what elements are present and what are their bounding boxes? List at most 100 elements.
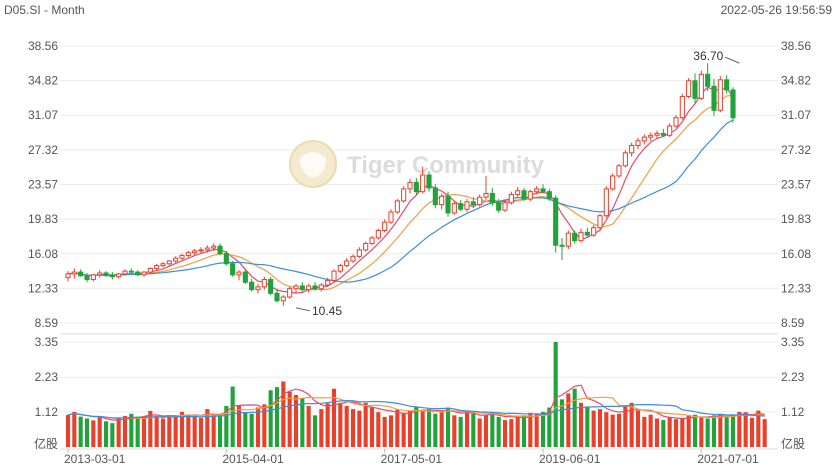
candle-body [679,95,685,119]
candle-body [160,263,166,267]
volume-bar [300,398,305,447]
candle-body [692,80,698,99]
candle-body [477,196,483,206]
candle-body [261,278,267,288]
candle-body [559,244,565,247]
volume-bar [515,417,520,447]
candle-body [489,193,495,204]
volume-bar [78,416,83,447]
candle-body [483,193,489,198]
ma10-line [67,94,734,291]
candle-body [641,136,647,142]
volume-bar [483,414,489,447]
volume-bar [363,402,368,447]
candle-body [648,134,654,138]
candle-body [635,140,641,146]
volume-bar [369,407,375,447]
volume-bar [756,410,761,447]
candle-body [204,247,210,251]
volume-bar [414,406,419,447]
annotation-leader [295,307,311,312]
candle-body [122,270,128,275]
volume-tick-label-left: 1.12 [35,405,59,419]
volume-bar [395,409,400,447]
y-tick-label-left: 38.56 [28,39,58,53]
volume-bar [724,416,729,447]
candle-body [420,174,426,193]
candle-body [660,132,666,136]
candle-body [293,285,299,290]
y-tick-label-right: 27.32 [781,143,811,157]
annotation-high-label: 36.70 [693,49,723,63]
candle-body [318,284,324,290]
candle-body [464,201,470,210]
volume-bar [420,411,425,447]
grid [60,45,778,450]
candle-body [217,245,223,255]
volume-bar [762,419,767,447]
candle-body [185,252,191,256]
candle-body [236,271,242,276]
candle-body [654,132,660,136]
volume-bar [730,414,736,447]
candle-body [426,174,432,189]
candle-body [223,253,229,265]
y-tick-label-right: 8.59 [781,316,805,330]
volume-bar [129,413,134,447]
candle-body [154,265,160,269]
symbol-label: D05.SI - Month [4,3,85,17]
volume-bar [559,399,565,447]
candles [65,63,736,306]
candle-body [97,272,103,276]
volume-bar [509,419,514,447]
x-axis-ticks: 2013-03-01 2015-04-01 2017-05-01 2019-06-01… [64,449,759,466]
candle-body [401,188,407,202]
candle-body [280,296,286,302]
candle-body [572,232,578,242]
volume-bar [623,406,628,447]
y-tick-label-right: 38.56 [781,39,811,53]
candle-body [565,232,571,247]
watermark: Tiger Community [289,140,545,188]
candle-body [230,263,236,276]
candle-body [705,73,711,87]
candle-body [584,231,590,236]
volume-bar [654,418,660,447]
candle-body [103,272,109,276]
volume-bar [496,416,501,447]
volume-bar [179,411,185,447]
volume-bar [148,410,153,447]
candle-body [521,190,527,200]
volume-bar [426,409,432,447]
volume-bar [338,402,343,447]
y-tick-label-left: 12.33 [28,281,58,295]
candle-body [90,274,96,280]
candle-body [394,200,400,213]
y-tick-label-left: 31.07 [28,108,58,122]
volume-bar [331,388,337,447]
volume-ma10-line [67,396,765,419]
volume-bar [205,409,210,447]
volume-bar [407,410,413,447]
volume-bar [230,386,235,447]
volume-bar [433,413,438,447]
y-tick-label-right: 19.83 [781,212,811,226]
candle-body [610,175,616,190]
candle-body [578,231,584,242]
volume-bar [502,420,508,447]
y-tick-label-left: 23.57 [28,178,58,192]
candle-body [622,152,628,167]
candle-body [407,181,413,190]
volume-bar [287,391,292,447]
watermark-logo-mark [300,152,326,178]
candle-body [502,202,508,211]
volume-bar [737,411,742,447]
volume-bar [680,418,685,447]
volume-bar [72,411,77,447]
candle-body [78,271,84,277]
volume-bar [547,407,552,447]
volume-bar [173,417,178,447]
candle-body [686,80,692,97]
watermark-text: Tiger Community [347,152,545,179]
